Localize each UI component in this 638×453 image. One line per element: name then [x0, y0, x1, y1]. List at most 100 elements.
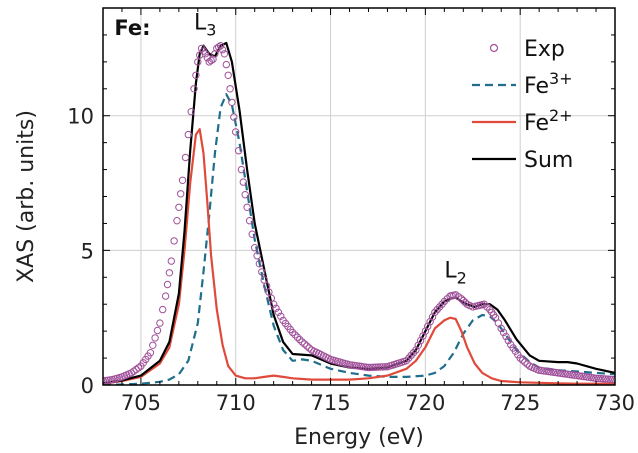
exp-point [274, 308, 283, 316]
exp-point [243, 203, 251, 212]
exp-point [542, 367, 550, 375]
exp-point [549, 368, 558, 376]
legend: Exp Fe3+ Fe2+ Sum [472, 37, 573, 173]
exp-point [175, 203, 183, 212]
exp-point [146, 349, 155, 357]
x-tick-label: 705 [121, 391, 161, 415]
exp-point [251, 244, 259, 252]
exp-point [561, 370, 569, 378]
exp-point [421, 327, 430, 335]
exp-point [414, 341, 422, 349]
axis-ticks [102, 7, 616, 386]
exp-point [224, 71, 232, 80]
legend-marker-exp [489, 43, 499, 53]
exp-point [504, 336, 512, 345]
exp-point [573, 371, 581, 380]
exp-point [497, 324, 505, 333]
exp-point [499, 328, 508, 337]
exp-point [187, 108, 195, 116]
x-tick-label: 725 [500, 391, 540, 415]
annotation-fe-label: Fe: [114, 16, 150, 40]
exp-point [201, 50, 210, 58]
annotation-L3: L3 [194, 11, 216, 40]
exp-point [228, 98, 236, 107]
exp-point [237, 165, 246, 174]
exp-point [161, 292, 170, 300]
exp-point [303, 342, 311, 350]
series-line-Fe3plus [103, 93, 615, 385]
exp-point [350, 361, 358, 370]
exp-point [296, 335, 304, 344]
exp-point [104, 376, 112, 384]
exp-point [587, 373, 595, 382]
exp-point [345, 361, 354, 369]
y-tick-label: 10 [67, 105, 94, 129]
exp-point [184, 130, 193, 139]
exp-point [245, 217, 254, 225]
data-layer [103, 41, 615, 385]
x-tick-label: 715 [311, 391, 351, 415]
exp-point [270, 300, 278, 308]
exp-point [381, 363, 389, 371]
exp-point [554, 369, 562, 377]
exp-point [192, 71, 200, 80]
exp-point [178, 176, 187, 185]
exp-point [367, 363, 375, 372]
exp-point [471, 302, 480, 310]
exp-point [352, 362, 361, 370]
exp-point [594, 374, 603, 383]
legend-label: Fe3+ [524, 69, 573, 99]
exp-point [234, 147, 243, 155]
legend-label: Fe2+ [524, 106, 573, 136]
exp-point [362, 363, 370, 371]
exp-point [170, 237, 178, 245]
exp-point [502, 332, 510, 341]
exp-point [173, 217, 181, 225]
exp-point [369, 363, 377, 371]
series-line-Fe2plus [103, 128, 615, 385]
exp-point [218, 46, 227, 54]
exp-point [226, 85, 234, 93]
legend-superscript: 3+ [549, 69, 573, 88]
exp-point [230, 113, 238, 121]
exp-point [364, 363, 373, 372]
exp-point [265, 288, 273, 296]
exp-point [103, 376, 110, 385]
annotation-subscript: 3 [206, 21, 216, 40]
exp-point [151, 334, 159, 342]
exp-point [521, 358, 529, 366]
exp-point [580, 372, 588, 381]
exp-point [216, 42, 225, 50]
exp-point [357, 362, 366, 371]
exp-point [248, 230, 256, 238]
y-tick-label: 5 [81, 239, 94, 263]
exp-point [194, 58, 202, 66]
y-tick-label: 0 [81, 374, 94, 398]
annotations: Fe: L3 L2 [114, 11, 466, 288]
exp-point [277, 312, 285, 320]
exp-point [535, 366, 543, 374]
exp-point [190, 85, 198, 93]
legend-label: Exp [524, 37, 565, 62]
exp-point [547, 368, 555, 376]
exp-point [222, 60, 231, 69]
exp-point [298, 338, 306, 346]
x-tick-label: 720 [405, 391, 445, 415]
exp-point [371, 363, 380, 371]
exp-point [288, 328, 297, 337]
exp-point [220, 50, 229, 58]
exp-point [181, 153, 190, 162]
exp-point [516, 354, 524, 362]
exp-point [149, 341, 157, 349]
exp-point [177, 190, 185, 198]
x-axis-title: Energy (eV) [294, 425, 424, 450]
exp-point [540, 367, 548, 375]
exp-point [566, 370, 574, 379]
exp-point [255, 260, 264, 268]
annotation-subscript: 2 [457, 268, 467, 287]
exp-point [300, 340, 309, 348]
exp-point [293, 333, 302, 341]
exp-point [134, 364, 143, 372]
exp-point [376, 363, 384, 371]
